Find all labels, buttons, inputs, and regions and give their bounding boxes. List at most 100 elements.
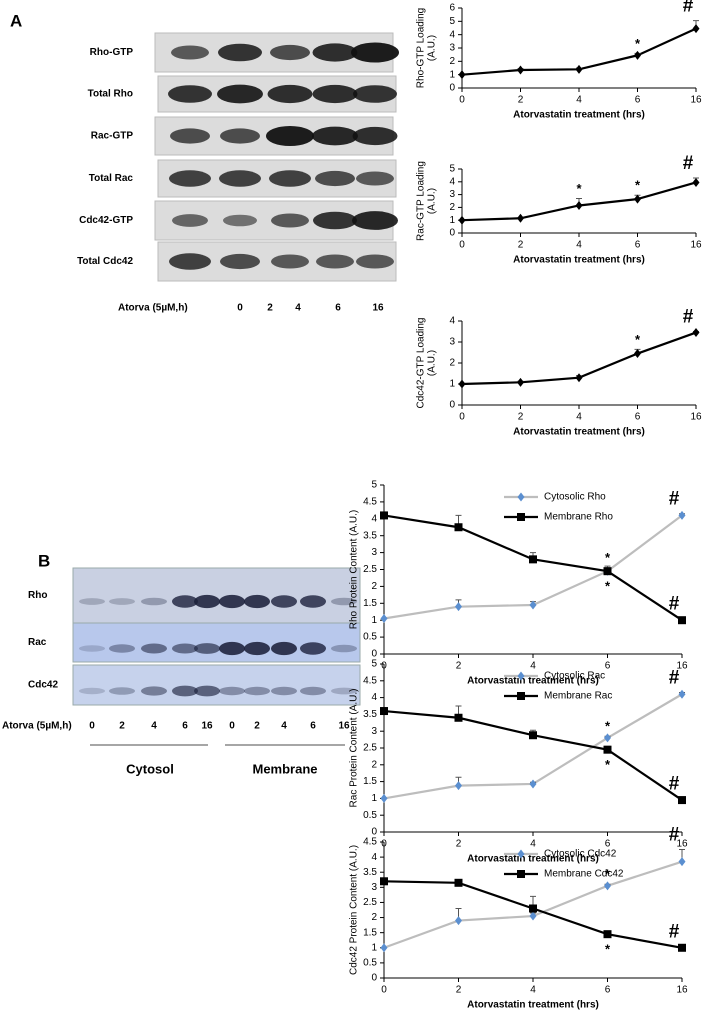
x-tick-label: 16 [690,412,702,423]
x-tick-label: 0 [459,240,465,251]
x-tick-label: 2 [456,839,462,850]
data-point [678,857,686,867]
data-point [692,177,700,187]
blot-row-label: Cdc42-GTP [79,215,133,226]
blot-band [109,598,135,605]
panel-label: A [10,11,22,30]
y-tick-label: 5 [371,659,377,670]
y-tick-label: 0.5 [363,632,377,643]
x-tick-label: 6 [605,661,611,672]
y-axis-label: Cdc42 Protein Content (A.U.) [349,845,360,975]
blot-row-label: Rho-GTP [90,47,134,58]
blot-band [312,126,358,146]
y-tick-label: 2 [449,202,455,213]
blot-band [244,641,270,656]
legend-label: Membrane Rac [544,691,612,702]
legend-marker [517,692,525,700]
y-tick-label: 6 [449,3,455,14]
x-tick-label: 2 [518,95,524,106]
lane-axis-label: Atorva (5µM,h) [2,721,72,732]
legend-label: Membrane Rho [544,512,613,523]
lane-label: 4 [151,721,157,732]
x-tick-label: 4 [576,412,582,423]
y-tick-label: 0 [449,400,455,411]
legend-marker [517,870,525,878]
blot-band [170,128,210,144]
data-point [529,779,537,789]
data-point [634,349,641,359]
blot-row-label: Total Rac [89,173,134,184]
y-tick-label: 5 [449,16,455,27]
data-point [517,377,524,387]
data-point [678,943,686,952]
y-tick-label: 1 [371,793,377,804]
x-tick-label: 4 [576,240,582,251]
x-tick-label: 0 [381,985,387,996]
y-tick-label: 0 [449,228,455,239]
data-point [454,523,463,532]
x-axis-label: Atorvastatin treatment (hrs) [467,854,599,865]
lane-label: 2 [119,721,125,732]
y-tick-label: 2 [371,581,377,592]
x-tick-label: 6 [635,412,641,423]
blot-band [312,43,358,62]
data-point [529,731,537,740]
x-tick-label: 4 [530,661,536,672]
blot-band [351,42,399,63]
lane-label: 16 [201,721,213,732]
lane-label: 0 [237,303,243,314]
blot-band [312,84,358,104]
blot-band [217,84,263,104]
blot-row-label: Rac-GTP [91,131,134,142]
y-tick-label: 1.5 [363,927,377,938]
y-tick-label: 1.5 [363,598,377,609]
x-tick-label: 2 [518,240,524,251]
blot-band [172,643,198,654]
blot-band [194,685,220,697]
x-tick-label: 0 [459,412,465,423]
blot-band [300,595,326,608]
x-tick-label: 0 [459,95,465,106]
y-axis-label: Rac Protein Content (A.U.) [349,689,360,808]
blot-band [244,686,270,696]
lane-label: 4 [281,721,287,732]
data-point [454,713,463,722]
blot-band [194,594,220,609]
data-point [529,600,537,610]
y-axis-label: Rho Protein Content (A.U.) [349,510,360,630]
y-axis-label: Cdc42-GTP Loading [416,318,427,409]
blot-band [270,44,310,61]
y-tick-label: 3 [371,547,377,558]
y-tick-label: 3 [449,189,455,200]
y-tick-label: 1.5 [363,776,377,787]
y-axis-label: Rac-GTP Loading [416,161,427,241]
significance-mark: # [683,0,694,17]
x-tick-label: 16 [676,661,688,672]
blot-band [220,253,260,270]
lane-axis-label: Atorva (5µM,h) [118,303,188,314]
y-tick-label: 4.5 [363,497,377,508]
y-tick-label: 1 [449,69,455,80]
blot-band [109,644,135,653]
y-tick-label: 4 [449,316,455,327]
data-point [458,70,466,80]
blot-band [271,641,297,656]
data-point [529,911,537,921]
blot-band [219,641,245,656]
blot-strip [72,622,361,663]
data-point [529,904,537,913]
data-point [678,796,686,805]
data-point [603,745,612,754]
y-tick-label: 0.5 [363,810,377,821]
blot-row-label: Cdc42 [28,680,58,691]
y-tick-label: 2 [371,912,377,923]
y-tick-label: 4.5 [363,675,377,686]
y-tick-label: 3 [371,726,377,737]
blot-band [194,643,220,654]
significance-mark: # [669,825,680,846]
blot-band [313,211,357,230]
group-label: Membrane [252,761,317,776]
y-axis-label: (A.U.) [427,350,438,376]
significance-mark: * [576,181,582,196]
lane-label: 0 [89,721,95,732]
